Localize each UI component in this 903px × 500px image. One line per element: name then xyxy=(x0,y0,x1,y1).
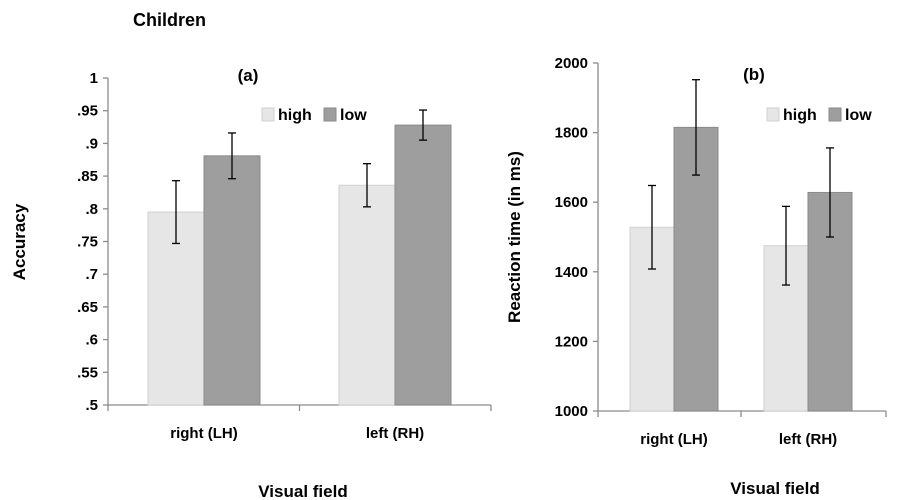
x-category-label: right (LH) xyxy=(170,425,237,442)
y-tick-label: .65 xyxy=(77,299,98,316)
legend-swatch-low xyxy=(323,107,337,122)
x-category-label: left (RH) xyxy=(779,431,837,448)
y-axis-title: Accuracy xyxy=(10,203,29,280)
bar-high xyxy=(338,184,396,406)
y-tick-label: 1 xyxy=(90,70,98,87)
chart-title: (a) xyxy=(238,66,259,85)
legend-label-high: high xyxy=(783,107,817,124)
chart-panel-a: .5 .55 .6 .65 .7 .75 .8 .85 .9 .95 1 right (LH) left… xyxy=(10,66,492,500)
y-tick-label: 1200 xyxy=(555,333,588,350)
y-tick-label: .75 xyxy=(77,234,98,251)
y-tick-label: .7 xyxy=(85,266,98,283)
y-tick-label: .55 xyxy=(77,364,98,381)
y-tick-label: .6 xyxy=(85,332,98,349)
legend-swatch-high xyxy=(261,107,275,122)
y-tick-label: 1000 xyxy=(555,403,588,420)
bar-low xyxy=(203,155,261,406)
y-tick-label: .85 xyxy=(77,168,98,185)
y-axis-title: Reaction time (in ms) xyxy=(505,151,524,323)
bar-low xyxy=(394,124,452,406)
y-tick-label: 1400 xyxy=(555,264,588,281)
legend-swatch-low xyxy=(828,107,842,122)
page-title: Children xyxy=(133,10,206,30)
legend-swatch-high xyxy=(766,107,780,122)
chart-title: (b) xyxy=(743,65,765,84)
y-tick-label: .5 xyxy=(85,397,98,414)
y-tick-label: 1800 xyxy=(555,125,588,142)
x-category-label: right (LH) xyxy=(640,431,707,448)
legend-label-low: low xyxy=(845,107,872,124)
y-tick-label: 1600 xyxy=(555,194,588,211)
y-tick-label: .95 xyxy=(77,103,98,120)
bar-high xyxy=(147,211,205,406)
x-axis-title: Visual field xyxy=(730,479,819,498)
legend-label-low: low xyxy=(340,107,367,124)
x-category-label: left (RH) xyxy=(366,425,424,442)
y-tick-label: .8 xyxy=(85,201,98,218)
y-tick-label: 2000 xyxy=(555,55,588,72)
legend-label-high: high xyxy=(278,107,312,124)
x-axis-title: Visual field xyxy=(258,482,347,500)
chart-panel-b: 1000 1200 1400 1600 1800 2000 right (LH) left (… xyxy=(505,55,887,498)
y-tick-label: .9 xyxy=(85,135,98,152)
